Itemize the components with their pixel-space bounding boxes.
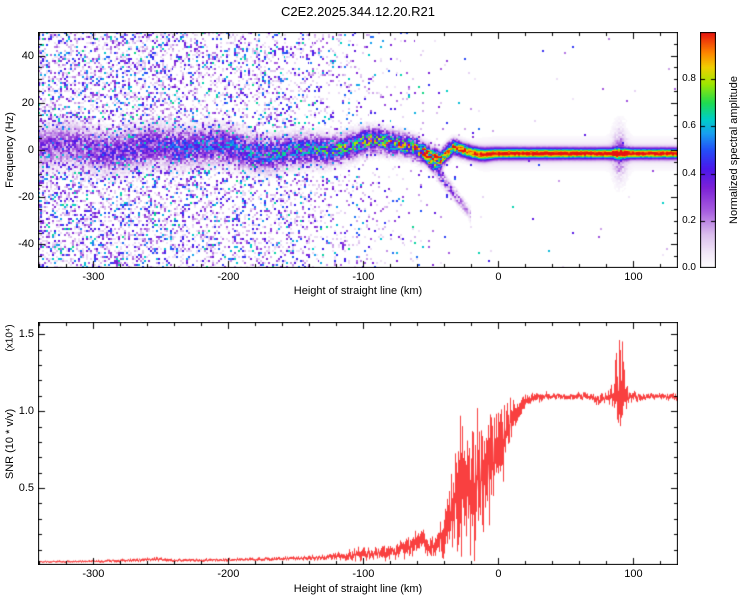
spectrogram-y-tick-label: 0 xyxy=(27,144,34,156)
snr-y-tick-label: 1.5 xyxy=(18,328,34,341)
colorbar-tick-label: 0.4 xyxy=(682,167,696,179)
spectrogram-y-tick-label: 40 xyxy=(21,49,34,62)
snr-x-tick-label: -300 xyxy=(82,568,105,580)
spectrogram-x-tick-label: 100 xyxy=(624,271,643,283)
spectrogram-x-tick-label: 0 xyxy=(495,271,502,283)
colorbar-label: Normalized spectral amplitude xyxy=(728,76,740,224)
snr-x-tick-label: 100 xyxy=(624,568,643,580)
colorbar-gradient xyxy=(700,32,716,268)
spectrogram-heatmap xyxy=(38,32,678,268)
snr-x-tick-label: -200 xyxy=(217,568,240,580)
snr-line-plot xyxy=(38,322,678,565)
spectrogram-y-tick-label: 20 xyxy=(21,96,34,109)
snr-xlabel: Height of straight line (km) xyxy=(293,583,423,595)
spectrogram-x-tick-label: -100 xyxy=(352,271,375,283)
snr-x-tick-label: 0 xyxy=(495,568,502,580)
figure-title: C2E2.2025.344.12.20.R21 xyxy=(281,4,435,19)
spectrogram-xlabel: Height of straight line (km) xyxy=(293,285,423,297)
colorbar-tick-label: 0.6 xyxy=(682,120,696,132)
snr-y-tick-label: 0.5 xyxy=(18,482,34,495)
colorbar-tick-label: 0.8 xyxy=(682,73,696,85)
spectrogram-x-tick-label: -200 xyxy=(217,271,240,283)
colorbar-tick-label: 0.0 xyxy=(682,262,696,273)
snr-y-tick-label: 1.0 xyxy=(18,405,34,418)
snr-x-tick-label: -100 xyxy=(352,568,375,580)
spectrogram-y-tick-label: -40 xyxy=(18,238,34,251)
snr-ylabel: SNR (10 * v/v) xyxy=(4,408,16,480)
spectrogram-y-tick-label: -20 xyxy=(18,191,34,204)
spectrogram-x-tick-label: -300 xyxy=(82,271,105,283)
colorbar-tick-label: 0.2 xyxy=(682,214,696,226)
